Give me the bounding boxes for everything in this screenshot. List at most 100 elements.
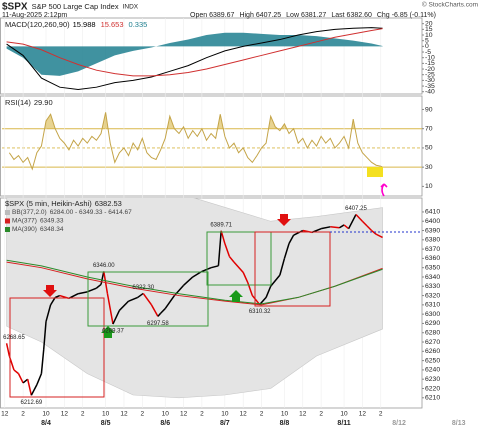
- copyright: © StockCharts.com: [422, 1, 478, 9]
- sell-arrow: [43, 285, 57, 297]
- x-date-label: 8/8: [280, 420, 290, 427]
- price-segment: [251, 295, 261, 306]
- quote-value: 6389.67: [209, 12, 234, 19]
- price-segment: [160, 308, 166, 314]
- quote-label: Open: [190, 12, 207, 19]
- x-tick-label: 10: [162, 411, 170, 418]
- legend-name: MACD(120,260,90): [5, 20, 70, 29]
- series-line: [8, 112, 383, 171]
- price-segment: [293, 229, 304, 236]
- legend-name: MA(390): [12, 226, 37, 233]
- price-segment: [42, 321, 47, 350]
- price-segment: [30, 384, 38, 396]
- price-annotation: 6297.58: [147, 321, 169, 327]
- buy-arrow: [229, 290, 243, 302]
- y-tick-label: 6350: [425, 264, 440, 271]
- price-segment: [330, 226, 340, 229]
- price-annotation: 6407.25: [345, 206, 367, 212]
- price-annotation: 6322.30: [132, 285, 154, 291]
- y-tick-label: 6400: [425, 218, 440, 225]
- x-tick-label: 12: [120, 411, 128, 418]
- header: $SPX S&P 500 Large Cap Index INDX © Stoc…: [2, 1, 478, 19]
- price-segment: [343, 224, 350, 230]
- box: [254, 231, 331, 307]
- price-annotation: 6212.69: [20, 400, 42, 406]
- price-segment: [142, 292, 153, 306]
- price-annotation: 6289.37: [102, 329, 124, 335]
- y-tick-label: -15: [425, 60, 435, 67]
- x-tick-label: 10: [221, 411, 229, 418]
- quote-value: 6382.60: [347, 12, 372, 19]
- y-tick-label: 10: [425, 183, 433, 190]
- x-tick-label: 2: [21, 411, 25, 418]
- box: [9, 297, 105, 398]
- price-segment: [157, 312, 162, 317]
- price-segment: [54, 294, 61, 299]
- price-segment: [17, 373, 24, 384]
- legend-name: BB(377,2.0): [12, 209, 47, 216]
- y-tick-label: -10: [425, 54, 435, 61]
- series-line: [6, 28, 383, 77]
- price-segment: [220, 230, 226, 244]
- x-tick-label: 12: [1, 411, 9, 418]
- y-tick-label: 6360: [425, 255, 440, 262]
- y-tick-label: 6310: [425, 302, 440, 309]
- x-tick-label: 2: [319, 411, 323, 418]
- x-tick-label: 10: [102, 411, 110, 418]
- price-segment: [106, 293, 114, 325]
- y-tick-label: 90: [425, 106, 433, 113]
- y-tick-label: 6390: [425, 227, 440, 234]
- x-date-label: 8/4: [41, 420, 51, 427]
- legend-name: RSI(14): [5, 98, 31, 107]
- legends: MACD(120,260,90) 15.988 15.653 0.335 RSI(14)…: [3, 20, 367, 406]
- y-tick-label: 6410: [425, 209, 440, 216]
- x-tick-label: 2: [81, 411, 85, 418]
- price-segment: [228, 256, 235, 263]
- price-segment: [49, 297, 56, 306]
- legend-value: 29.90: [34, 98, 53, 107]
- price-segment: [40, 349, 45, 374]
- y-tick-label: 10: [425, 32, 433, 39]
- legend-value: 6349.33: [40, 218, 64, 225]
- date: 11-Aug-2025 2:12pm: [2, 12, 67, 19]
- quote-value: -6.85 (-0.11%): [392, 12, 436, 19]
- y-tick-label: 6330: [425, 283, 440, 290]
- rsi-highlight: [367, 167, 383, 177]
- x-tick-label: 10: [42, 411, 50, 418]
- x-tick-label: 2: [379, 411, 383, 418]
- price-segment: [375, 233, 383, 239]
- x-tick-label: 12: [299, 411, 307, 418]
- y-tick-label: 6280: [425, 330, 440, 337]
- x-date-label: 8/7: [220, 420, 230, 427]
- price-segment: [279, 258, 286, 276]
- y-tick-label: 6270: [425, 339, 440, 346]
- quote-label: High: [239, 12, 254, 19]
- quote-value: 6381.27: [301, 12, 326, 19]
- x-tick-label: 2: [200, 411, 204, 418]
- x-tick-label: 12: [180, 411, 188, 418]
- y-tick-label: 0: [425, 43, 429, 50]
- price-segment: [87, 287, 97, 293]
- plots: [5, 27, 383, 399]
- price-segment: [320, 226, 331, 230]
- y-tick-label: 6230: [425, 376, 440, 383]
- legend-value: 6284.00 - 6349.33 - 6414.67: [50, 209, 132, 216]
- y-tick-label: 6380: [425, 237, 440, 244]
- rsi-arrow: [380, 183, 388, 197]
- quote-label: Low: [286, 12, 300, 19]
- legend-value: 6382.53: [95, 199, 122, 208]
- legend-name: MA(377): [12, 218, 37, 225]
- sell-arrow: [277, 214, 291, 226]
- price-segment: [118, 300, 130, 311]
- index-name: S&P 500 Large Cap Index: [32, 2, 119, 11]
- price-segment: [13, 369, 19, 375]
- y-tick-label: -40: [425, 89, 435, 96]
- price-segment: [270, 274, 281, 287]
- x-tick-label: 12: [359, 411, 367, 418]
- histogram: [6, 32, 383, 76]
- price-segment: [224, 243, 231, 257]
- price-segment: [242, 272, 249, 283]
- legend-name: $SPX (5 min, Heikin-Ashi): [5, 199, 92, 208]
- y-tick-label: 6250: [425, 357, 440, 364]
